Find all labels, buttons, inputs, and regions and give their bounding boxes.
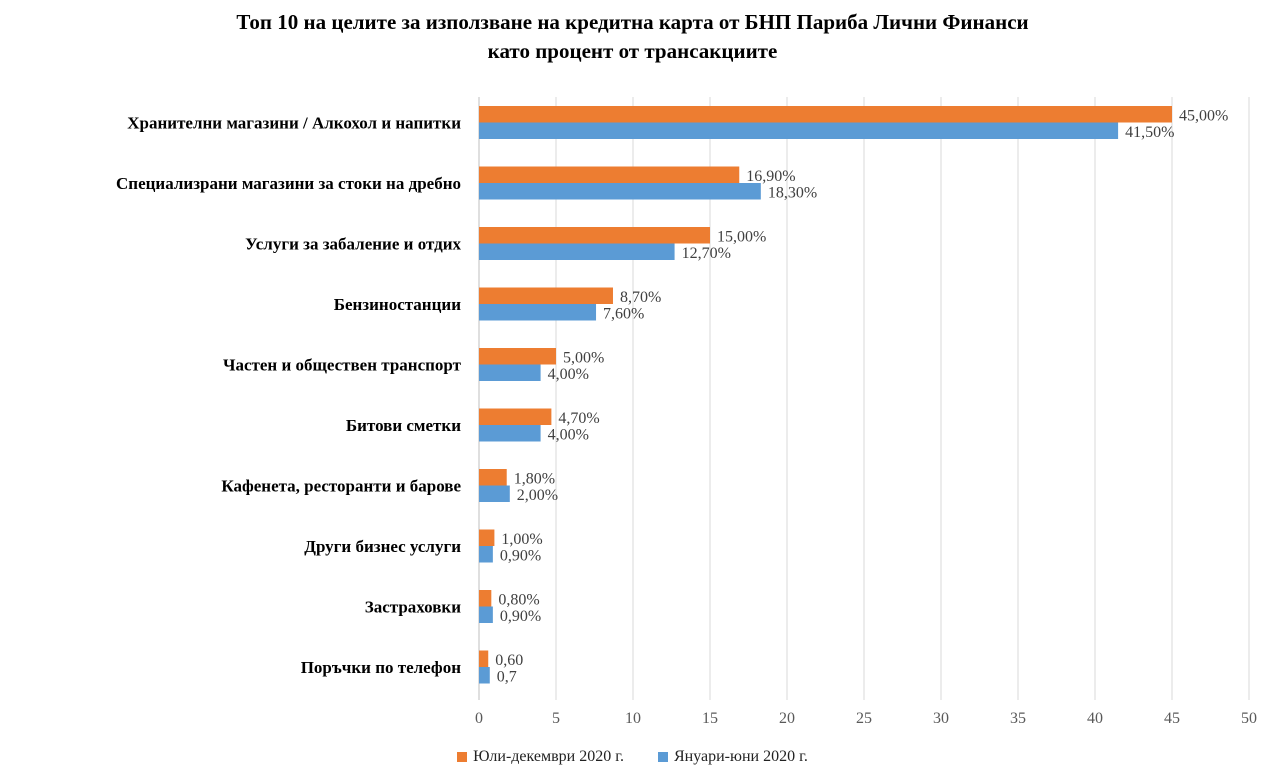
bar <box>479 166 740 183</box>
data-label: 4,00% <box>548 427 589 444</box>
bar <box>479 408 552 425</box>
category-label: Кафенета, ресторанти и барове <box>221 477 461 496</box>
chart-title-line-2: като процент от трансакциите <box>487 39 778 63</box>
bar <box>479 667 490 684</box>
data-label: 0,60 <box>495 652 523 669</box>
x-tick-labels: 0 5 10 15 20 25 30 35 40 45 50 <box>475 710 1257 727</box>
data-label: 12,70% <box>682 245 731 262</box>
gridlines <box>478 97 1250 700</box>
legend-label-series-2: Януари-юни 2020 г. <box>673 748 808 765</box>
x-tick-label: 0 <box>475 710 483 727</box>
data-label: 4,00% <box>548 366 589 383</box>
data-label: 5,00% <box>563 350 604 367</box>
chart-title-line-1: Топ 10 на целите за използване на кредит… <box>236 10 1029 34</box>
data-label: 18,30% <box>768 185 817 202</box>
category-label: Други бизнес услуги <box>304 537 461 556</box>
data-labels: 45,00% 41,50% 16,90%18,30% 15,00%12,70% 8,70… <box>495 108 1228 686</box>
data-label: 0,80% <box>498 592 539 609</box>
x-tick-label: 30 <box>933 710 949 727</box>
legend-swatch-series-2 <box>657 752 668 762</box>
bar <box>479 606 493 623</box>
bar <box>479 469 507 486</box>
x-tick-label: 25 <box>856 710 872 727</box>
x-tick-label: 40 <box>1087 710 1103 727</box>
category-labels: Хранителни магазини / Алкохол и напитки С… <box>116 114 462 678</box>
bar <box>479 348 556 365</box>
bar <box>479 183 761 200</box>
x-tick-label: 20 <box>779 710 795 727</box>
bar <box>479 546 493 563</box>
bar <box>479 243 675 260</box>
data-label: 15,00% <box>717 229 766 246</box>
data-label: 1,00% <box>501 531 542 548</box>
category-label: Бензиностанции <box>334 295 461 314</box>
chart-title: Топ 10 на целите за използване на кредит… <box>0 8 1265 66</box>
x-tick-label: 45 <box>1164 710 1180 727</box>
x-tick-label: 15 <box>702 710 718 727</box>
data-label: 0,7 <box>497 669 517 686</box>
bar <box>479 364 541 381</box>
category-label: Застраховки <box>365 598 461 617</box>
x-tick-label: 50 <box>1241 710 1257 727</box>
data-label: 45,00% <box>1179 108 1228 125</box>
data-label: 41,50% <box>1125 124 1174 141</box>
bar <box>479 304 597 321</box>
category-label: Услуги за забаление и отдих <box>245 235 461 254</box>
data-label: 16,90% <box>746 168 795 185</box>
bar <box>479 485 510 502</box>
data-label: 4,70% <box>558 410 599 427</box>
bar <box>479 650 489 667</box>
category-label: Частен и обществен транспорт <box>223 356 462 375</box>
x-tick-label: 5 <box>552 710 560 727</box>
x-tick-label: 10 <box>625 710 641 727</box>
legend-item-series-1: Юли-декември 2020 г. <box>457 748 624 766</box>
bar <box>479 227 710 244</box>
legend-label-series-1: Юли-декември 2020 г. <box>473 748 624 765</box>
category-label: Специализрани магазини за стоки на дребн… <box>116 174 461 193</box>
bars <box>479 106 1172 684</box>
legend-item-series-2: Януари-юни 2020 г. <box>657 748 808 766</box>
data-label: 7,60% <box>603 306 644 323</box>
category-label: Хранителни магазини / Алкохол и напитки <box>127 114 461 133</box>
bar <box>479 425 541 442</box>
legend-swatch-series-1 <box>457 752 468 762</box>
bar <box>479 122 1119 139</box>
bar <box>479 106 1172 123</box>
bar <box>479 590 492 607</box>
data-label: 1,80% <box>514 471 555 488</box>
x-tick-label: 35 <box>1010 710 1026 727</box>
category-label: Битови сметки <box>346 416 461 435</box>
legend: Юли-декември 2020 г. Януари-юни 2020 г. <box>0 748 1265 766</box>
category-label: Поръчки по телефон <box>301 658 462 677</box>
bar <box>479 529 495 546</box>
data-label: 8,70% <box>620 289 661 306</box>
data-label: 0,90% <box>500 608 541 625</box>
data-label: 0,90% <box>500 548 541 565</box>
data-label: 2,00% <box>517 487 558 504</box>
bar <box>479 287 613 304</box>
